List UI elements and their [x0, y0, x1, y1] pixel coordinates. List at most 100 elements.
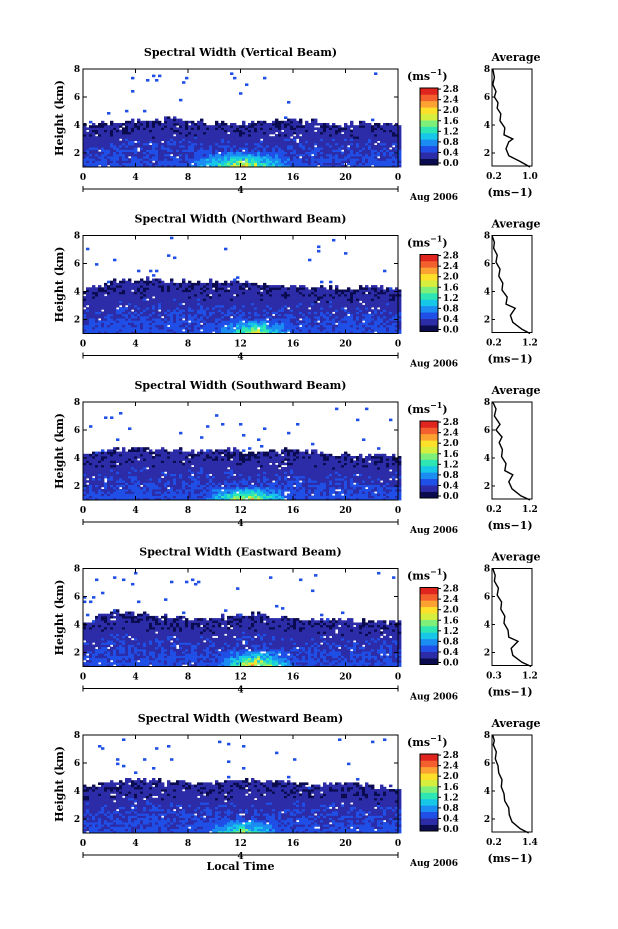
heatmap-cell — [113, 129, 117, 133]
heatmap-cell — [311, 160, 315, 163]
heatmap-cell — [86, 329, 90, 332]
heatmap-cell — [263, 125, 267, 128]
heatmap-cell — [194, 298, 198, 301]
heatmap-cell — [185, 162, 189, 166]
heatmap-cell — [122, 162, 126, 166]
heatmap-cell — [299, 291, 303, 295]
heatmap-cell — [128, 129, 132, 133]
heatmap-cell — [347, 134, 351, 137]
heatmap-cell — [296, 147, 300, 150]
heatmap-cell — [302, 302, 306, 306]
heatmap-cell — [245, 164, 249, 168]
heatmap-cell — [164, 320, 168, 323]
heatmap-cell — [173, 315, 177, 319]
colorbar-segment — [420, 126, 438, 134]
heatmap-cell — [149, 313, 153, 317]
heatmap-cell — [197, 318, 201, 321]
heatmap-cell — [89, 320, 93, 323]
heatmap-cell — [284, 318, 288, 321]
heatmap-cell — [128, 280, 132, 284]
heatmap-cell — [371, 322, 375, 326]
heatmap-cell — [128, 158, 132, 161]
heatmap-cell — [131, 302, 135, 306]
heatmap-cell — [155, 147, 159, 150]
heatmap-cell — [119, 156, 123, 159]
heatmap-cell — [197, 322, 201, 326]
heatmap-cell — [116, 147, 120, 150]
heatmap-cell — [83, 491, 87, 494]
heatmap-cell — [233, 138, 237, 141]
heatmap-cell — [365, 145, 369, 148]
heatmap-cell — [296, 329, 300, 332]
heatmap-cell — [182, 123, 186, 126]
heatmap-cell — [149, 147, 153, 150]
heatmap-cell — [110, 280, 114, 284]
heatmap-cell — [155, 293, 159, 297]
colorbar-unit-exp: −1 — [430, 67, 442, 77]
heatmap-cell — [101, 289, 105, 293]
heatmap-cell — [206, 320, 210, 323]
heatmap-cell — [236, 153, 240, 157]
heatmap-cell — [188, 298, 192, 301]
heatmap-cell — [389, 164, 393, 168]
heatmap-cell — [371, 298, 375, 301]
heatmap-cell — [230, 322, 234, 326]
heatmap-cell — [146, 304, 150, 308]
heatmap-cell — [266, 127, 270, 130]
heatmap-cell — [176, 307, 180, 310]
heatmap-cell — [314, 151, 318, 155]
heatmap-cell — [182, 296, 186, 299]
heatmap-cell — [329, 307, 333, 310]
heatmap-cell — [347, 158, 351, 161]
heatmap-cell — [98, 464, 102, 468]
heatmap-cell — [98, 478, 102, 481]
heatmap-cell — [392, 307, 396, 310]
heatmap-cell — [113, 142, 117, 146]
heatmap-cell — [236, 127, 240, 130]
heatmap-cell — [233, 149, 237, 152]
heatmap-cell — [227, 140, 231, 144]
heatmap-cell — [350, 153, 354, 157]
heatmap-cell — [275, 145, 279, 148]
heatmap-cell — [173, 293, 177, 297]
heatmap-cell — [179, 311, 183, 315]
heatmap-cell — [92, 491, 96, 494]
heatmap-cell — [305, 320, 309, 323]
heatmap-cell — [395, 140, 399, 144]
heatmap-cell — [107, 489, 111, 492]
heatmap-cell — [158, 162, 162, 166]
heatmap-cell — [275, 118, 279, 122]
heatmap-cell — [269, 285, 273, 288]
heatmap-cell — [254, 311, 258, 315]
heatmap-cell — [128, 125, 132, 128]
heatmap-cell — [89, 296, 93, 299]
heatmap-cell — [191, 311, 195, 315]
heatmap-cell — [146, 313, 150, 317]
heatmap-cell — [137, 131, 141, 135]
heatmap-cell — [218, 293, 222, 297]
heatmap-cell — [179, 313, 183, 317]
heatmap-cell — [263, 162, 267, 166]
heatmap-cell — [275, 287, 279, 290]
heatmap-cell — [389, 123, 393, 126]
heatmap-cell — [347, 298, 351, 301]
heatmap-cell — [221, 142, 225, 146]
heatmap-cell — [233, 123, 237, 126]
heatmap-cell — [104, 469, 108, 472]
heatmap-cell — [110, 307, 114, 310]
heatmap-cell — [197, 153, 201, 157]
heatmap-cell — [86, 475, 90, 479]
heatmap-cell — [128, 278, 132, 282]
heatmap-cell — [125, 307, 129, 310]
heatmap-cell — [200, 300, 204, 304]
heatmap-cell — [116, 302, 120, 306]
heatmap-cell — [140, 147, 144, 150]
heatmap-cell — [332, 138, 336, 141]
heatmap-cell — [353, 331, 357, 334]
heatmap-cell — [95, 164, 99, 168]
heatmap-cell — [326, 320, 330, 323]
heatmap-cell — [305, 315, 309, 319]
heatmap-cell — [125, 495, 129, 499]
heatmap-cell — [176, 302, 180, 306]
heatmap-cell — [332, 313, 336, 317]
